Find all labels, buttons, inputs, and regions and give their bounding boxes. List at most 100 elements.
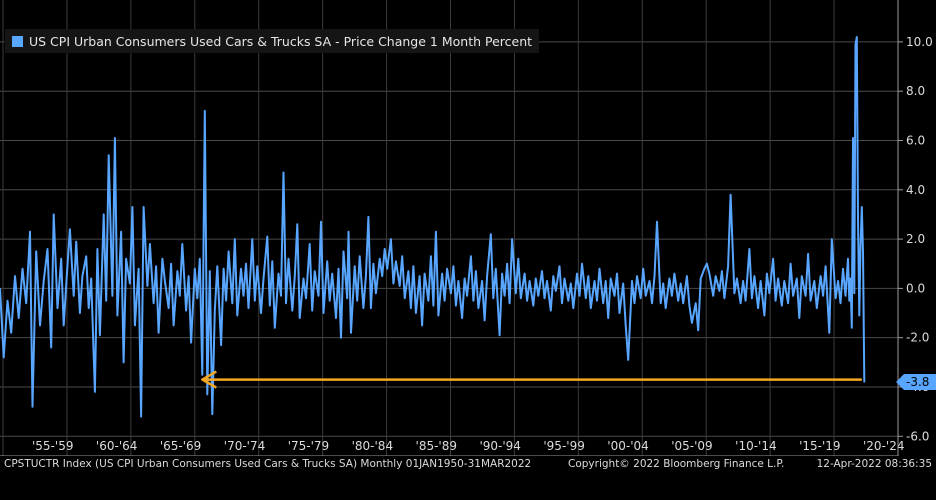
series-point <box>379 258 381 260</box>
series-point <box>291 309 293 312</box>
series-point <box>757 307 759 309</box>
series-point <box>567 300 569 302</box>
series-point <box>96 248 99 250</box>
arrow-annotation <box>201 370 862 389</box>
y-tick-label: 6.0 <box>906 133 925 147</box>
series-point <box>415 312 417 314</box>
series-point <box>362 307 365 309</box>
series-point <box>211 413 213 415</box>
series-point <box>585 297 587 299</box>
series-point <box>813 280 815 282</box>
series-point <box>816 307 818 309</box>
series-point <box>410 307 412 309</box>
series-point <box>834 297 837 299</box>
series-point <box>427 300 429 302</box>
series-point <box>760 280 762 282</box>
series-point <box>274 327 276 329</box>
series-point <box>335 317 337 319</box>
series-point <box>691 322 693 324</box>
series-point <box>555 290 557 292</box>
series-point <box>271 260 273 262</box>
series-point <box>196 297 198 299</box>
series-point <box>350 332 352 334</box>
series-point <box>331 273 333 275</box>
series-point <box>558 265 561 267</box>
series-point <box>837 280 839 282</box>
series-point <box>787 302 789 304</box>
series-point <box>858 314 860 317</box>
series-point <box>783 280 785 282</box>
series-point <box>763 314 765 317</box>
series-point <box>723 297 725 299</box>
series-point <box>161 258 163 260</box>
series-point <box>851 327 853 329</box>
series-point <box>581 263 583 265</box>
series-point <box>108 154 110 156</box>
series-point <box>457 280 459 282</box>
series-point <box>578 295 581 297</box>
series-point <box>386 268 388 270</box>
series-point <box>777 277 779 280</box>
series-point <box>610 277 612 280</box>
series-point <box>486 275 488 277</box>
series-point <box>79 312 81 314</box>
series-point <box>550 309 552 312</box>
series-point <box>53 213 55 216</box>
footer-timestamp: 12-Apr-2022 08:36:35 <box>816 458 932 470</box>
series-point <box>346 297 348 299</box>
series-point <box>340 337 342 339</box>
series-point <box>455 305 457 307</box>
series-point <box>302 277 305 280</box>
footer-ticker: CPSTUCTR Index (US CPI Urban Consumers U… <box>4 458 532 470</box>
series-point <box>768 292 770 294</box>
series-point <box>587 275 589 277</box>
series-point <box>492 297 494 299</box>
series-point <box>526 300 528 302</box>
series-point <box>662 282 664 285</box>
series-point <box>590 307 592 309</box>
gridlines <box>0 0 898 456</box>
series-point <box>185 309 187 312</box>
series-point <box>194 268 196 270</box>
x-tick-label: '65-'69 <box>160 439 201 453</box>
series-point <box>365 275 367 277</box>
series-point <box>69 228 71 230</box>
series-point <box>613 295 616 297</box>
series-point <box>296 223 298 225</box>
series-point <box>430 255 432 257</box>
series-point <box>168 307 170 309</box>
series-point <box>503 295 506 297</box>
series-point <box>853 292 855 294</box>
x-tick-label: '95-'99 <box>543 439 584 453</box>
series-point <box>446 268 448 270</box>
series-point <box>665 307 667 309</box>
series-point <box>700 277 702 280</box>
arrow-head <box>201 370 217 389</box>
series-point <box>715 275 717 277</box>
series-point <box>576 273 578 275</box>
legend: US CPI Urban Consumers Used Cars & Truck… <box>5 29 540 53</box>
x-tick-label: '15-'19 <box>799 439 840 453</box>
series-point <box>515 292 517 294</box>
series-point <box>801 275 803 277</box>
series-point <box>134 324 136 326</box>
series-point <box>856 36 858 38</box>
series-point <box>322 312 325 314</box>
y-axis: 10.08.06.04.02.00.0-2.0-4.0-6.0 <box>897 0 933 456</box>
series-point <box>21 268 24 270</box>
series-point <box>645 295 647 297</box>
series-point <box>254 300 256 302</box>
series-point <box>176 270 178 272</box>
series-point <box>359 255 361 257</box>
series-point <box>129 282 131 285</box>
series-point <box>294 275 296 277</box>
series-point <box>6 300 9 302</box>
series-point <box>798 317 800 319</box>
series-point <box>627 359 629 361</box>
series-point <box>742 280 744 282</box>
x-tick-label: '55-'59 <box>32 439 73 453</box>
series-point <box>209 270 211 272</box>
series-point <box>668 277 671 280</box>
footer: CPSTUCTR Index (US CPI Urban Consumers U… <box>0 456 936 500</box>
series-point <box>852 137 854 139</box>
